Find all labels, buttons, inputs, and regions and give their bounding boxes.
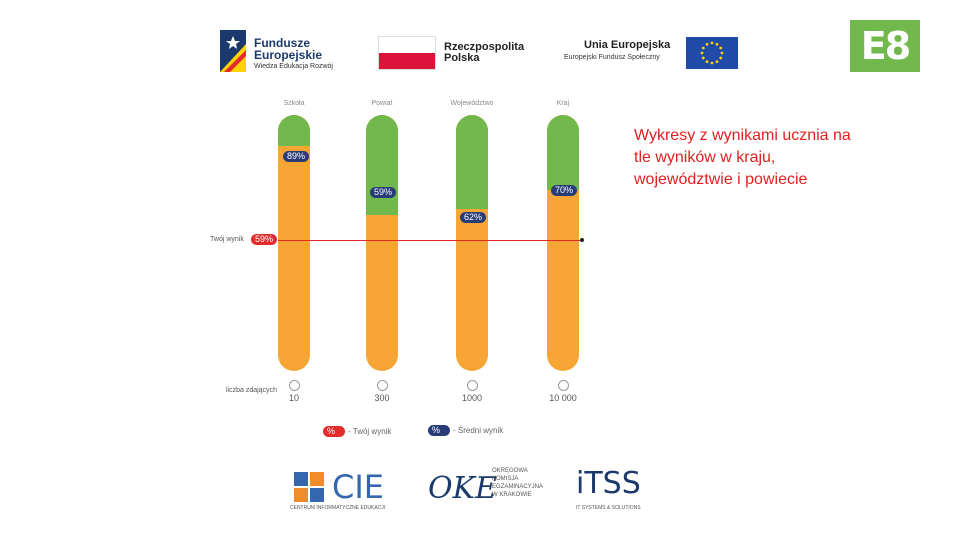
count-wojewodztwo: 1000 [461, 393, 483, 403]
itss-text: iTSS [576, 466, 641, 501]
rzeczpospolita-polska-logo: Rzeczpospolita Polska [378, 36, 538, 70]
your-result-line-end [580, 238, 584, 242]
bar-fill-szkola [278, 115, 310, 147]
avg-label-szkola: 89% [283, 151, 310, 162]
cie-squares-icon [294, 472, 324, 502]
count-powiat: 300 [374, 393, 390, 403]
itss-logo: iTSS IT SYSTEMS & SOLUTIONS [576, 466, 648, 514]
student-icon [558, 380, 569, 391]
count-kraj: 10 000 [549, 393, 577, 403]
column-header-szkola: Szkoła [283, 100, 305, 107]
oke-logo: OKE OKRĘGOWA KOMISJA EGZAMINACYJNA W KRA… [428, 464, 558, 514]
bar-fill-kraj [547, 115, 579, 191]
bar-powiat [366, 115, 398, 371]
cie-logo: CIE CENTRUM INFORMATYCZNE EDUKACJI [290, 468, 410, 512]
itss-subtitle: IT SYSTEMS & SOLUTIONS [576, 505, 641, 511]
fe-star-icon [220, 30, 246, 72]
oke-sub-3: EGZAMINACYJNA [492, 484, 544, 490]
cie-subtitle: CENTRUM INFORMATYCZNE EDUKACJI [290, 505, 386, 511]
slide-caption: Wykresy z wynikami ucznia na tle wyników… [634, 127, 851, 188]
column-header-kraj: Kraj [556, 100, 570, 107]
count-szkola: 10 [288, 393, 299, 403]
e8-logo-text: E8 [853, 23, 917, 69]
ue-title: Unia Europejska [584, 39, 671, 51]
student-icon [289, 380, 300, 391]
polish-flag-icon [378, 36, 436, 70]
column-header-wojewodztwo: Województwo [450, 100, 494, 107]
rp-title: Rzeczpospolita Polska [444, 41, 525, 64]
e8-logo: E8 [850, 20, 920, 72]
avg-label-kraj: 70% [551, 185, 578, 196]
avg-label-wojewodztwo: 62% [460, 212, 487, 223]
students-label: liczba zdających [226, 387, 277, 394]
bar-fill-powiat [366, 115, 398, 216]
legend-you-label: - Twój wynik [348, 427, 392, 436]
fe-subtitle: Wiedza Edukacja Rozwój [254, 63, 333, 70]
your-result-value: 59% [251, 234, 278, 245]
results-chart: Szkoła Powiat Województwo Kraj 89% 59% 6… [190, 95, 610, 440]
legend-avg-label: - Średni wynik [453, 426, 504, 435]
bar-wojewodztwo [456, 115, 488, 371]
oke-sub-2: KOMISJA [492, 476, 519, 482]
unia-europejska-logo: Unia Europejska Europejski Fundusz Społe… [564, 37, 740, 71]
your-result-line [278, 240, 581, 241]
column-header-powiat: Powiat [371, 100, 393, 107]
oke-text: OKE [428, 471, 497, 506]
cie-text: CIE [332, 468, 384, 506]
student-icon [467, 380, 478, 391]
legend-you-swatch: % [323, 426, 345, 437]
avg-label-powiat: 59% [370, 187, 397, 198]
legend-avg-swatch: % [428, 425, 450, 436]
your-result-label: Twój wynik [210, 236, 244, 243]
bar-fill-wojewodztwo [456, 115, 488, 209]
eu-flag-icon [686, 37, 738, 69]
oke-sub-4: W KRAKOWIE [492, 492, 532, 498]
oke-sub-1: OKRĘGOWA [492, 468, 528, 474]
ue-subtitle: Europejski Fundusz Społeczny [564, 54, 660, 61]
student-icon [377, 380, 388, 391]
fundusze-europejskie-logo: Fundusze Europejskie Wiedza Edukacja Roz… [220, 30, 350, 74]
bar-kraj [547, 115, 579, 371]
fe-title: Fundusze Europejskie [254, 36, 323, 62]
